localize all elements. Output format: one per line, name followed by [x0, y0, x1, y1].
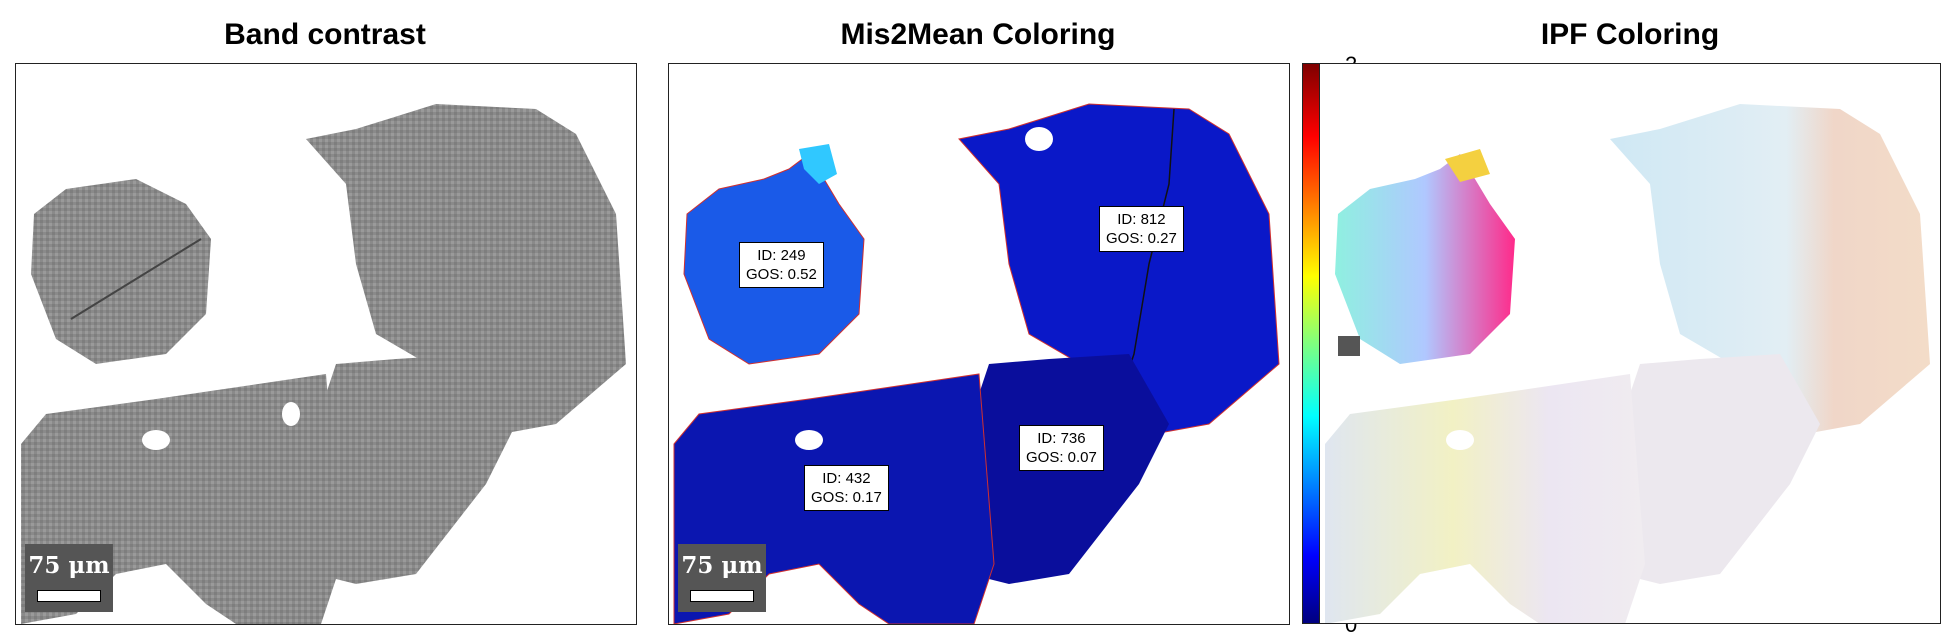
band-contrast-title: Band contrast — [224, 18, 426, 51]
mis2mean-scalebar: 75 μm — [678, 544, 766, 612]
grain-boundary-line — [70, 238, 202, 320]
ipf-scalebar-fragment — [1338, 336, 1360, 356]
colorbar — [1302, 63, 1320, 624]
grain-249-id: ID: 249 — [757, 247, 806, 264]
grain-249-region — [31, 179, 211, 364]
mis2mean-scalebar-bar — [690, 590, 754, 602]
grain-736-region — [1600, 354, 1820, 584]
grain-hole — [142, 430, 170, 450]
grain-label-736: ID: 736 GOS: 0.07 — [1019, 425, 1104, 471]
ipf-title: IPF Coloring — [1540, 18, 1720, 51]
grain-label-249: ID: 249 GOS: 0.52 — [739, 242, 824, 288]
grain-812-region — [306, 104, 626, 434]
ipf-map — [1320, 63, 1941, 624]
grain-hole — [1446, 430, 1474, 450]
grain-249-gos: GOS: 0.52 — [746, 266, 817, 283]
mis2mean-title: Mis2Mean Coloring — [840, 18, 1116, 51]
grain-736-id: ID: 736 — [1037, 430, 1086, 447]
grain-label-812: ID: 812 GOS: 0.27 — [1099, 206, 1184, 252]
grain-label-432: ID: 432 GOS: 0.17 — [804, 465, 889, 511]
grain-hole — [1025, 127, 1053, 151]
grain-812-region — [1610, 104, 1930, 434]
grain-736-region — [296, 354, 516, 584]
band-contrast-map: 75 μm — [15, 63, 637, 625]
grain-812-id: ID: 812 — [1117, 211, 1166, 228]
grain-249-region — [1335, 154, 1515, 364]
grain-432-id: ID: 432 — [822, 470, 871, 487]
band-contrast-grains — [21, 104, 626, 624]
band-scalebar-bar — [37, 590, 101, 602]
grain-249-yellow-patch — [1445, 149, 1490, 182]
mis2mean-scalebar-label: 75 μm — [681, 552, 763, 579]
grain-812-gos: GOS: 0.27 — [1106, 230, 1177, 247]
grain-hole — [795, 430, 823, 450]
band-scalebar-label: 75 μm — [28, 552, 110, 579]
mis2mean-map: ID: 249 GOS: 0.52 ID: 812 GOS: 0.27 ID: … — [668, 63, 1290, 625]
grain-249-bright-spot — [799, 144, 837, 184]
ipf-grains — [1325, 104, 1930, 623]
band-scalebar: 75 μm — [25, 544, 113, 612]
grain-736-gos: GOS: 0.07 — [1026, 449, 1097, 466]
grain-432-gos: GOS: 0.17 — [811, 489, 882, 506]
mis2mean-grains — [673, 103, 1280, 624]
grain-hole — [282, 402, 300, 426]
grain-432-region — [1325, 374, 1645, 623]
